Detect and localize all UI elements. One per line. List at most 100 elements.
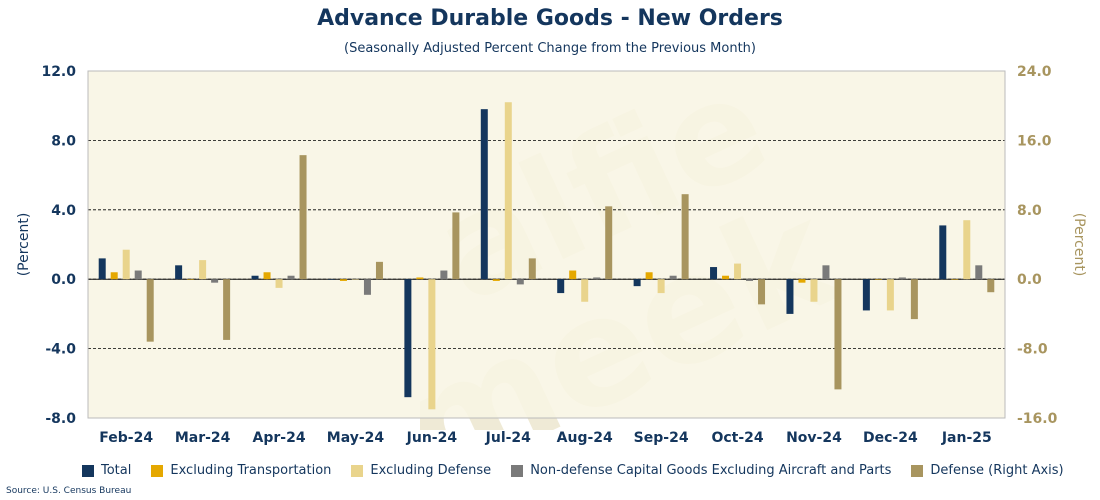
bar-May-24-excluding-transportation [339, 279, 347, 281]
bar-Oct-24-excluding-defense [734, 263, 742, 280]
bar-Jul-24-excluding-transportation [492, 279, 500, 281]
x-tick-label: Aug-24 [557, 430, 613, 446]
bar-Nov-24-non-defense-capital-goods-excluding-aircraft-and-parts [822, 265, 830, 280]
chart-legend: Total Excluding Transportation Excluding D… [82, 463, 1064, 478]
right-tick-label: 0.0 [1017, 272, 1042, 288]
bar-May-24-excluding-defense [351, 279, 359, 280]
bar-Aug-24-defense-right-axis- [605, 206, 613, 280]
bar-Dec-24-excluding-transportation [874, 279, 882, 280]
bar-Jul-24-defense-right-axis- [528, 258, 536, 280]
bar-Mar-24-total [175, 265, 183, 280]
left-tick-label: -8.0 [45, 411, 76, 427]
x-tick-label: Dec-24 [863, 430, 918, 446]
left-tick-label: 4.0 [51, 203, 76, 219]
bar-Nov-24-total [786, 279, 794, 314]
bar-Sep-24-total [633, 279, 641, 287]
x-tick-label: Apr-24 [253, 430, 306, 446]
bar-May-24-non-defense-capital-goods-excluding-aircraft-and-parts [363, 279, 371, 295]
right-tick-label: -8.0 [1017, 342, 1048, 358]
bar-Feb-24-defense-right-axis- [146, 279, 154, 342]
bar-Sep-24-defense-right-axis- [681, 194, 689, 280]
right-tick-label: -16.0 [1017, 411, 1058, 427]
bar-Aug-24-total [557, 279, 565, 294]
x-tick-label: Oct-24 [711, 430, 763, 446]
bar-Oct-24-excluding-transportation [722, 275, 730, 280]
x-tick-label: Jan-25 [941, 430, 992, 446]
x-tick-label: Nov-24 [786, 430, 842, 446]
bar-Jun-24-excluding-transportation [416, 277, 424, 280]
bar-Jul-24-non-defense-capital-goods-excluding-aircraft-and-parts [516, 279, 524, 285]
bar-Jun-24-non-defense-capital-goods-excluding-aircraft-and-parts [440, 270, 448, 280]
legend-item: Excluding Defense [351, 463, 491, 478]
right-axis-title: (Percent) [1071, 213, 1087, 277]
bar-Jan-25-defense-right-axis- [987, 279, 995, 293]
left-tick-label: 12.0 [41, 64, 76, 80]
bar-Jul-24-total [480, 109, 488, 280]
x-tick-label: Jun-24 [406, 430, 458, 446]
bar-Sep-24-excluding-defense [657, 279, 665, 294]
legend-swatch [511, 464, 524, 477]
legend-item: Total [82, 463, 131, 478]
bar-Nov-24-excluding-defense [810, 279, 818, 302]
bar-Dec-24-excluding-defense [886, 279, 894, 311]
plot-area [88, 71, 1005, 418]
legend-label: Total [101, 463, 132, 478]
bar-Jan-25-excluding-defense [963, 220, 971, 280]
bar-May-24-defense-right-axis- [375, 261, 383, 280]
chart-title: Advance Durable Goods - New Orders [317, 6, 783, 31]
bar-Jun-24-total [404, 279, 412, 398]
bar-Mar-24-excluding-defense [199, 260, 207, 280]
legend-swatch [911, 464, 924, 477]
bar-Aug-24-excluding-transportation [569, 270, 577, 280]
bar-Nov-24-excluding-transportation [798, 279, 806, 283]
legend-swatch [351, 464, 364, 477]
bar-Sep-24-excluding-transportation [645, 272, 653, 280]
bar-Feb-24-excluding-transportation [110, 272, 118, 280]
left-tick-label: 0.0 [51, 272, 76, 288]
legend-label: Defense (Right Axis) [930, 463, 1064, 478]
bar-Mar-24-excluding-transportation [187, 279, 195, 280]
bar-Feb-24-total [98, 258, 106, 280]
source-note: Source: U.S. Census Bureau [6, 486, 132, 496]
bar-Apr-24-total [251, 275, 259, 280]
bar-Apr-24-excluding-defense [275, 279, 283, 288]
bar-Apr-24-non-defense-capital-goods-excluding-aircraft-and-parts [287, 275, 295, 280]
bar-Jan-25-non-defense-capital-goods-excluding-aircraft-and-parts [975, 265, 983, 280]
bar-Jun-24-defense-right-axis- [452, 212, 460, 280]
x-tick-label: May-24 [327, 430, 385, 446]
bar-Mar-24-defense-right-axis- [223, 279, 231, 340]
bar-Feb-24-excluding-defense [122, 249, 130, 280]
bar-Mar-24-non-defense-capital-goods-excluding-aircraft-and-parts [211, 279, 219, 283]
bar-Apr-24-excluding-transportation [263, 272, 271, 280]
bar-Nov-24-defense-right-axis- [834, 279, 842, 390]
bar-Dec-24-defense-right-axis- [910, 279, 918, 320]
legend-label: Non-defense Capital Goods Excluding Airc… [530, 463, 892, 478]
chart-subtitle: (Seasonally Adjusted Percent Change from… [344, 41, 756, 56]
x-tick-label: Feb-24 [99, 430, 153, 446]
x-tick-label: Sep-24 [634, 430, 689, 446]
bar-Jan-25-excluding-transportation [951, 279, 959, 280]
bar-Jun-24-excluding-defense [428, 279, 436, 410]
right-tick-label: 16.0 [1017, 133, 1052, 149]
bar-Sep-24-non-defense-capital-goods-excluding-aircraft-and-parts [669, 275, 677, 280]
legend-swatch [151, 464, 164, 477]
bar-Feb-24-non-defense-capital-goods-excluding-aircraft-and-parts [134, 270, 142, 280]
legend-label: Excluding Transportation [170, 463, 332, 478]
plot-border [87, 70, 1006, 419]
left-axis-title: (Percent) [16, 213, 32, 277]
bar-Dec-24-non-defense-capital-goods-excluding-aircraft-and-parts [898, 277, 906, 280]
bar-Oct-24-defense-right-axis- [758, 279, 766, 305]
bar-Aug-24-excluding-defense [581, 279, 589, 302]
bar-Apr-24-defense-right-axis- [299, 155, 307, 280]
bar-Oct-24-non-defense-capital-goods-excluding-aircraft-and-parts [746, 279, 754, 281]
legend-swatch [82, 464, 94, 477]
bar-Jan-25-total [939, 225, 947, 280]
bar-May-24-total [327, 279, 335, 280]
right-tick-label: 24.0 [1017, 64, 1052, 80]
bar-Jul-24-excluding-defense [504, 102, 512, 280]
left-tick-label: -4.0 [45, 342, 76, 358]
legend-label: Excluding Defense [370, 463, 492, 478]
legend-item: Defense (Right Axis) [911, 463, 1064, 478]
legend-item: Excluding Transportation [151, 463, 331, 478]
